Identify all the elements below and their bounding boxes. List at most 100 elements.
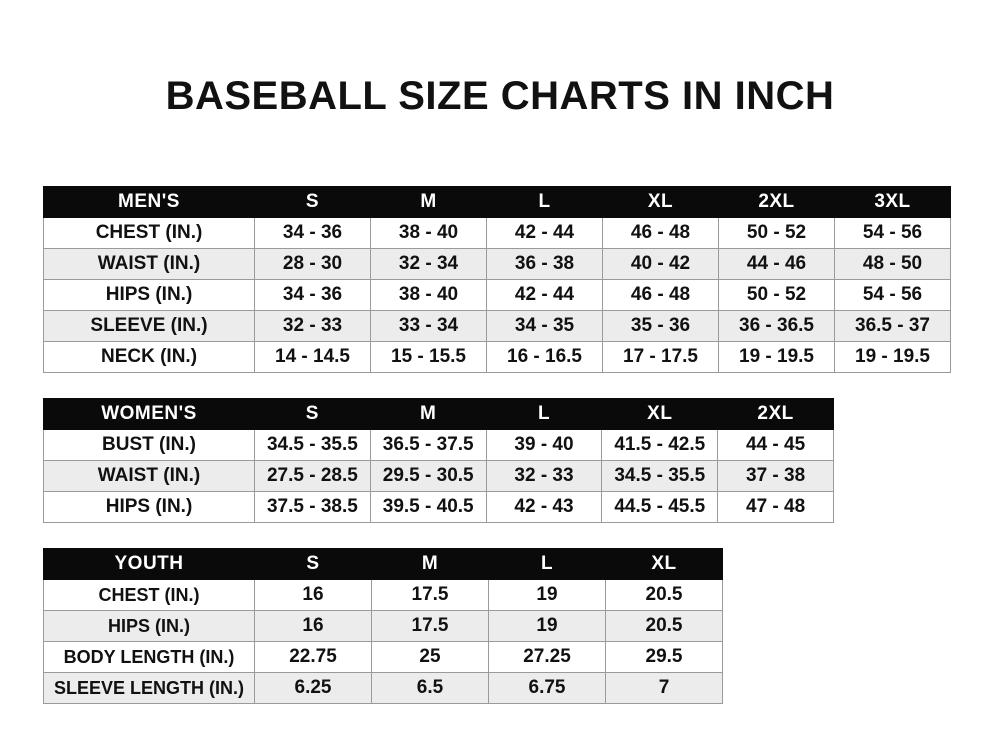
cell-hips-xl: 46 - 48 xyxy=(602,279,719,311)
cell-chest-s: 34 - 36 xyxy=(254,217,371,249)
cell-hips-2xl: 50 - 52 xyxy=(718,279,835,311)
cell-ybody-s: 22.75 xyxy=(254,641,372,673)
cell-ysleeve-s: 6.25 xyxy=(254,672,372,704)
cell-bust-xl: 41.5 - 42.5 xyxy=(601,429,719,461)
womens-size-chart: WOMEN'S S M L XL 2XL BUST (IN.) 34.5 - 3… xyxy=(43,398,834,523)
womens-col-header-s: S xyxy=(254,398,371,430)
womens-corner-label: WOMEN'S xyxy=(43,398,255,430)
cell-chest-l: 42 - 44 xyxy=(486,217,603,249)
cell-ybody-xl: 29.5 xyxy=(605,641,723,673)
cell-hips-3xl: 54 - 56 xyxy=(834,279,951,311)
cell-chest-xl: 46 - 48 xyxy=(602,217,719,249)
page-title: BASEBALL SIZE CHARTS IN INCH xyxy=(165,74,835,118)
cell-ybody-m: 25 xyxy=(371,641,489,673)
cell-waist-l: 36 - 38 xyxy=(486,248,603,280)
cell-bust-s: 34.5 - 35.5 xyxy=(254,429,371,461)
cell-neck-l: 16 - 16.5 xyxy=(486,341,603,373)
row-label-hips: HIPS (IN.) xyxy=(43,610,255,642)
row-label-chest: CHEST (IN.) xyxy=(43,579,255,611)
row-label-sleeve-length: SLEEVE LENGTH (IN.) xyxy=(43,672,255,704)
cell-hips-s: 34 - 36 xyxy=(254,279,371,311)
row-label-hips: HIPS (IN.) xyxy=(43,279,255,311)
youth-col-header-s: S xyxy=(254,548,372,580)
mens-size-chart: MEN'S S M L XL 2XL 3XL CHEST (IN.) 34 - … xyxy=(43,186,951,373)
table-row: WAIST (IN.) 28 - 30 32 - 34 36 - 38 40 -… xyxy=(43,248,951,280)
cell-whips-m: 39.5 - 40.5 xyxy=(369,491,487,523)
womens-col-header-2xl: 2XL xyxy=(717,398,834,430)
cell-sleeve-2xl: 36 - 36.5 xyxy=(718,310,835,342)
cell-bust-2xl: 44 - 45 xyxy=(717,429,834,461)
mens-corner-label: MEN'S xyxy=(43,186,255,218)
row-label-hips: HIPS (IN.) xyxy=(43,491,255,523)
womens-col-header-m: M xyxy=(369,398,487,430)
table-row: SLEEVE LENGTH (IN.) 6.25 6.5 6.75 7 xyxy=(43,672,723,704)
womens-size-table: WOMEN'S S M L XL 2XL BUST (IN.) 34.5 - 3… xyxy=(43,398,834,523)
table-header-row: MEN'S S M L XL 2XL 3XL xyxy=(43,186,951,218)
cell-ybody-l: 27.25 xyxy=(488,641,606,673)
row-label-neck: NECK (IN.) xyxy=(43,341,255,373)
cell-neck-m: 15 - 15.5 xyxy=(370,341,487,373)
row-label-sleeve: SLEEVE (IN.) xyxy=(43,310,255,342)
cell-neck-s: 14 - 14.5 xyxy=(254,341,371,373)
cell-yhips-s: 16 xyxy=(254,610,372,642)
cell-whips-l: 42 - 43 xyxy=(485,491,603,523)
table-row: CHEST (IN.) 16 17.5 19 20.5 xyxy=(43,579,723,611)
mens-col-header-xl: XL xyxy=(602,186,719,218)
cell-ysleeve-xl: 7 xyxy=(605,672,723,704)
cell-wwaist-s: 27.5 - 28.5 xyxy=(254,460,371,492)
cell-chest-m: 38 - 40 xyxy=(370,217,487,249)
cell-chest-3xl: 54 - 56 xyxy=(834,217,951,249)
cell-ychest-l: 19 xyxy=(488,579,606,611)
table-row: CHEST (IN.) 34 - 36 38 - 40 42 - 44 46 -… xyxy=(43,217,951,249)
mens-col-header-m: M xyxy=(370,186,487,218)
cell-bust-m: 36.5 - 37.5 xyxy=(369,429,487,461)
cell-sleeve-m: 33 - 34 xyxy=(370,310,487,342)
row-label-chest: CHEST (IN.) xyxy=(43,217,255,249)
cell-waist-2xl: 44 - 46 xyxy=(718,248,835,280)
row-label-waist: WAIST (IN.) xyxy=(43,248,255,280)
cell-neck-xl: 17 - 17.5 xyxy=(602,341,719,373)
youth-col-header-m: M xyxy=(371,548,489,580)
table-row: WAIST (IN.) 27.5 - 28.5 29.5 - 30.5 32 -… xyxy=(43,460,834,492)
row-label-body-length: BODY LENGTH (IN.) xyxy=(43,641,255,673)
cell-waist-s: 28 - 30 xyxy=(254,248,371,280)
row-label-bust: BUST (IN.) xyxy=(43,429,255,461)
youth-col-header-xl: XL xyxy=(605,548,723,580)
youth-size-table: YOUTH S M L XL CHEST (IN.) 16 17.5 19 20… xyxy=(43,548,723,704)
cell-wwaist-m: 29.5 - 30.5 xyxy=(369,460,487,492)
cell-yhips-m: 17.5 xyxy=(371,610,489,642)
cell-ychest-xl: 20.5 xyxy=(605,579,723,611)
table-row: HIPS (IN.) 16 17.5 19 20.5 xyxy=(43,610,723,642)
youth-size-chart: YOUTH S M L XL CHEST (IN.) 16 17.5 19 20… xyxy=(43,548,723,704)
youth-col-header-l: L xyxy=(488,548,606,580)
table-row: BODY LENGTH (IN.) 22.75 25 27.25 29.5 xyxy=(43,641,723,673)
cell-hips-m: 38 - 40 xyxy=(370,279,487,311)
cell-waist-m: 32 - 34 xyxy=(370,248,487,280)
mens-col-header-l: L xyxy=(486,186,603,218)
cell-sleeve-3xl: 36.5 - 37 xyxy=(834,310,951,342)
womens-col-header-l: L xyxy=(485,398,603,430)
cell-ychest-m: 17.5 xyxy=(371,579,489,611)
table-header-row: WOMEN'S S M L XL 2XL xyxy=(43,398,834,430)
table-row: HIPS (IN.) 37.5 - 38.5 39.5 - 40.5 42 - … xyxy=(43,491,834,523)
mens-col-header-2xl: 2XL xyxy=(718,186,835,218)
cell-sleeve-s: 32 - 33 xyxy=(254,310,371,342)
row-label-waist: WAIST (IN.) xyxy=(43,460,255,492)
cell-wwaist-l: 32 - 33 xyxy=(485,460,603,492)
table-row: BUST (IN.) 34.5 - 35.5 36.5 - 37.5 39 - … xyxy=(43,429,834,461)
cell-yhips-xl: 20.5 xyxy=(605,610,723,642)
mens-col-header-3xl: 3XL xyxy=(834,186,951,218)
cell-whips-2xl: 47 - 48 xyxy=(717,491,834,523)
cell-sleeve-l: 34 - 35 xyxy=(486,310,603,342)
cell-chest-2xl: 50 - 52 xyxy=(718,217,835,249)
cell-neck-3xl: 19 - 19.5 xyxy=(834,341,951,373)
cell-waist-xl: 40 - 42 xyxy=(602,248,719,280)
cell-sleeve-xl: 35 - 36 xyxy=(602,310,719,342)
cell-ysleeve-l: 6.75 xyxy=(488,672,606,704)
cell-ychest-s: 16 xyxy=(254,579,372,611)
cell-whips-xl: 44.5 - 45.5 xyxy=(601,491,719,523)
cell-wwaist-xl: 34.5 - 35.5 xyxy=(601,460,719,492)
cell-hips-l: 42 - 44 xyxy=(486,279,603,311)
cell-bust-l: 39 - 40 xyxy=(485,429,603,461)
